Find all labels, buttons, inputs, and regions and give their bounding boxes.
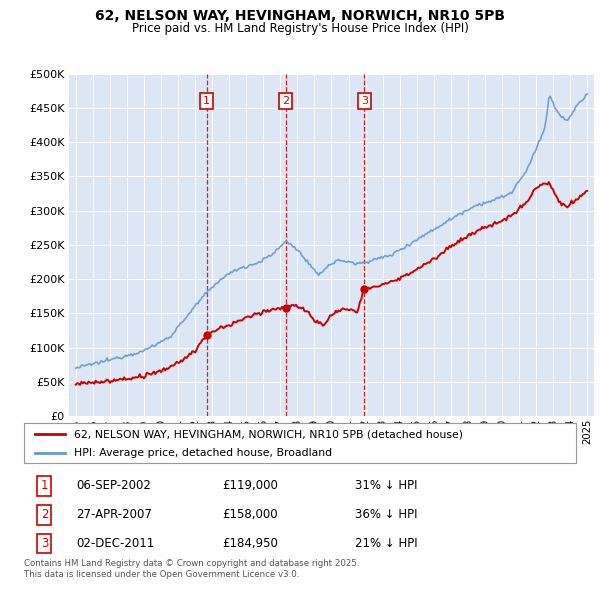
Text: 31% ↓ HPI: 31% ↓ HPI [355,480,418,493]
Text: 62, NELSON WAY, HEVINGHAM, NORWICH, NR10 5PB: 62, NELSON WAY, HEVINGHAM, NORWICH, NR10… [95,9,505,23]
Text: 06-SEP-2002: 06-SEP-2002 [76,480,151,493]
Text: HPI: Average price, detached house, Broadland: HPI: Average price, detached house, Broa… [74,448,332,458]
Text: Contains HM Land Registry data © Crown copyright and database right 2025.
This d: Contains HM Land Registry data © Crown c… [24,559,359,579]
Text: 21% ↓ HPI: 21% ↓ HPI [355,537,418,550]
Text: £158,000: £158,000 [223,508,278,521]
Text: 3: 3 [361,96,368,106]
Text: £184,950: £184,950 [223,537,278,550]
Text: 27-APR-2007: 27-APR-2007 [76,508,152,521]
Text: 36% ↓ HPI: 36% ↓ HPI [355,508,418,521]
Text: 1: 1 [203,96,210,106]
Text: 3: 3 [41,537,48,550]
Text: 62, NELSON WAY, HEVINGHAM, NORWICH, NR10 5PB (detached house): 62, NELSON WAY, HEVINGHAM, NORWICH, NR10… [74,430,463,440]
Text: 2: 2 [282,96,289,106]
Text: £119,000: £119,000 [223,480,278,493]
Text: Price paid vs. HM Land Registry's House Price Index (HPI): Price paid vs. HM Land Registry's House … [131,22,469,35]
Text: 2: 2 [41,508,48,521]
Text: 1: 1 [41,480,48,493]
Text: 02-DEC-2011: 02-DEC-2011 [76,537,155,550]
